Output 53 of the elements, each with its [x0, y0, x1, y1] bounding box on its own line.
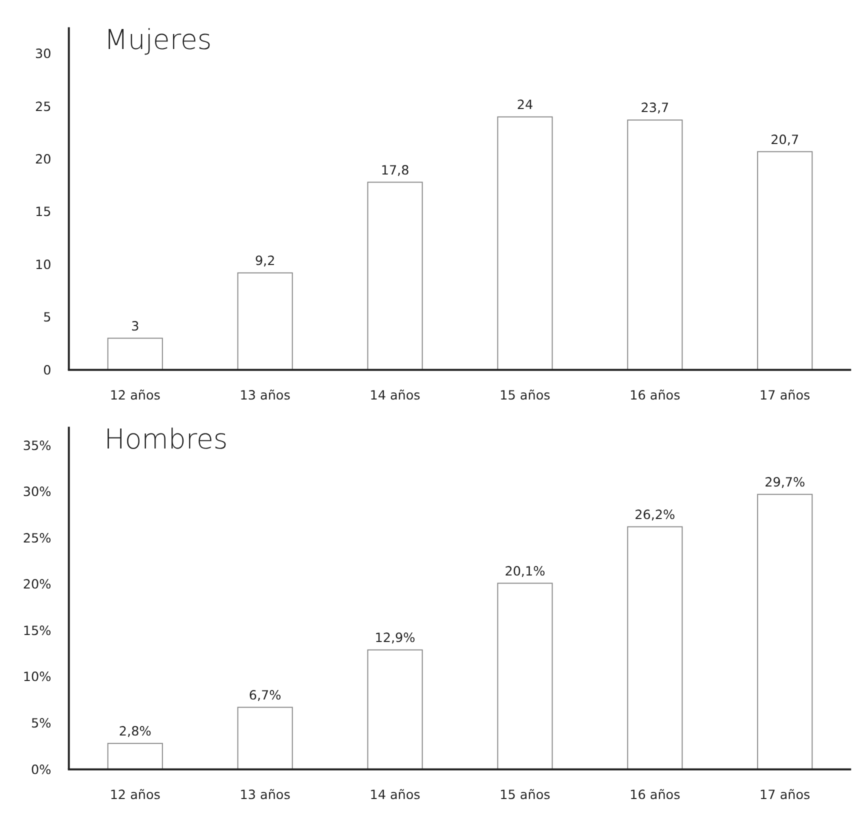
data-label: 12,9%: [374, 631, 416, 646]
y-tick-label: 5: [43, 310, 52, 326]
y-tick-label: 25: [34, 100, 52, 115]
data-label: 20,7: [770, 132, 800, 148]
bar: [627, 120, 683, 370]
data-label: 17,8: [380, 163, 410, 178]
chart-title: Hombres: [104, 423, 228, 456]
x-tick-label: 13 años: [240, 388, 291, 404]
bar: [237, 706, 293, 770]
bar: [497, 582, 553, 770]
y-tick-label: 15%: [22, 624, 52, 639]
y-tick-label: 10: [34, 258, 52, 273]
data-label: 3: [131, 319, 140, 334]
y-tick-label: 20%: [22, 578, 52, 593]
bar: [757, 494, 813, 770]
x-tick-label: 13 años: [240, 788, 291, 803]
bar: [627, 526, 683, 770]
bar: [757, 151, 813, 370]
data-label: 29,7%: [764, 476, 806, 491]
data-label: 9,2: [254, 254, 276, 270]
x-tick-label: 12 años: [110, 788, 161, 803]
bar: [107, 338, 163, 370]
y-tick-label: 0%: [30, 762, 52, 778]
x-tick-label: 15 años: [500, 788, 551, 803]
bar: [367, 649, 423, 770]
x-tick-label: 17 años: [760, 788, 811, 803]
y-tick-label: 20: [34, 152, 52, 168]
y-tick-label: 35%: [22, 438, 52, 454]
data-label: 23,7: [640, 101, 670, 116]
y-tick-label: 30: [34, 47, 52, 62]
y-tick-label: 15: [34, 205, 52, 220]
data-label: 20,1%: [504, 564, 546, 580]
x-tick-label: 14 años: [370, 788, 421, 803]
x-tick-label: 14 años: [370, 388, 421, 404]
chart-title: Mujeres: [104, 24, 212, 56]
x-tick-label: 12 años: [110, 388, 161, 404]
y-tick-label: 5%: [30, 716, 52, 732]
y-tick-label: 30%: [22, 485, 52, 500]
x-tick-label: 16 años: [630, 388, 681, 404]
bar: [367, 182, 423, 370]
bar: [237, 272, 293, 370]
y-tick-label: 0: [43, 363, 52, 378]
bar: [497, 116, 553, 370]
x-tick-label: 16 años: [630, 788, 681, 803]
data-label: 24: [516, 98, 534, 114]
bar: [107, 742, 163, 770]
x-tick-label: 17 años: [760, 388, 811, 404]
data-label: 6,7%: [248, 688, 282, 704]
x-tick-label: 15 años: [500, 388, 551, 404]
y-tick-label: 25%: [22, 531, 52, 546]
data-label: 2,8%: [118, 724, 152, 740]
data-label: 26,2%: [634, 508, 676, 523]
y-tick-label: 10%: [22, 670, 52, 686]
